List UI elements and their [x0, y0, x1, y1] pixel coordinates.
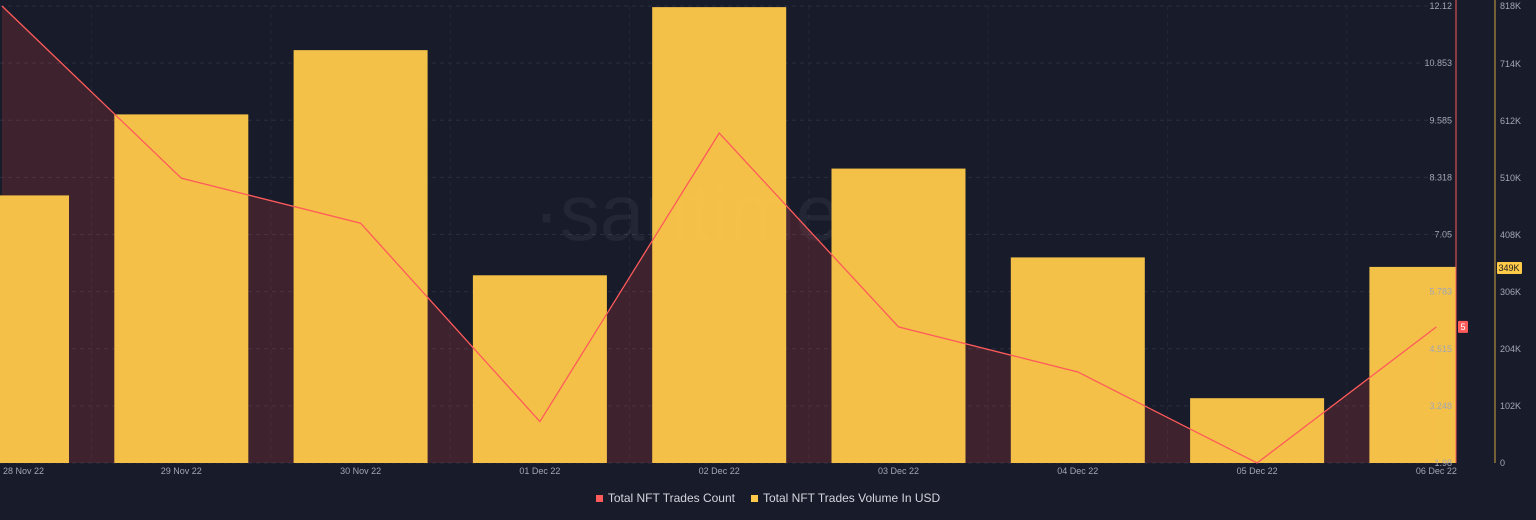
x-tick-label: 02 Dec 22: [699, 466, 740, 476]
volume-bar: [114, 114, 249, 464]
count-axis-tick-label: 1.98: [1434, 458, 1452, 468]
legend-swatch-trades-volume: [750, 494, 758, 502]
volume-axis-tick-label: 612K: [1500, 116, 1521, 126]
count-axis-tick-label: 5.783: [1429, 287, 1452, 297]
count-axis-tick-label: 8.318: [1429, 172, 1452, 182]
count-axis-tick-label: 7.05: [1434, 230, 1452, 240]
legend-item-trades-count[interactable]: Total NFT Trades Count: [595, 491, 735, 505]
count-axis-tick-label: 3.248: [1429, 401, 1452, 411]
count-axis-tick-label: 4.515: [1429, 344, 1452, 354]
count-axis-tick-label: 9.585: [1429, 115, 1452, 125]
count-last-value-text: 5: [1460, 322, 1465, 332]
volume-axis-tick-label: 818K: [1500, 1, 1521, 11]
x-tick-label: 03 Dec 22: [878, 466, 919, 476]
volume-last-value-text: 349K: [1498, 263, 1519, 273]
volume-bar: [0, 195, 69, 463]
volume-bar: [831, 168, 966, 463]
x-tick-label: 28 Nov 22: [3, 466, 44, 476]
volume-axis-tick-label: 204K: [1500, 344, 1521, 354]
volume-axis-tick-label: 714K: [1500, 59, 1521, 69]
legend-label-trades-volume: Total NFT Trades Volume In USD: [762, 491, 941, 505]
volume-axis-tick-label: 510K: [1500, 173, 1521, 183]
trades-count-line: [1, 5, 1437, 464]
legend-item-trades-volume[interactable]: Total NFT Trades Volume In USD: [750, 491, 941, 505]
legend-label-trades-count: Total NFT Trades Count: [607, 491, 735, 505]
x-tick-label: 05 Dec 22: [1237, 466, 1278, 476]
volume-axis-tick-label: 408K: [1500, 230, 1521, 240]
volume-last-value-badge: [1497, 262, 1522, 275]
legend: Total NFT Trades Count Total NFT Trades …: [0, 491, 1536, 505]
x-tick-label: 30 Nov 22: [340, 466, 381, 476]
volume-bar: [472, 275, 607, 463]
volume-bar: [1369, 266, 1456, 463]
volume-axis-tick-label: 102K: [1500, 401, 1521, 411]
count-axis-tick-label: 12.12: [1429, 1, 1452, 11]
x-tick-label: 01 Dec 22: [519, 466, 560, 476]
volume-axis-tick-label: 306K: [1500, 287, 1521, 297]
x-tick-label: 04 Dec 22: [1057, 466, 1098, 476]
volume-bar: [652, 7, 787, 463]
x-tick-label: 06 Dec 22: [1416, 466, 1457, 476]
count-last-value-badge: [1458, 320, 1468, 333]
legend-swatch-trades-count: [595, 494, 603, 502]
x-tick-label: 29 Nov 22: [161, 466, 202, 476]
count-axis-tick-label: 10.853: [1424, 58, 1452, 68]
volume-axis-tick-label: 0: [1500, 458, 1505, 468]
volume-bar: [293, 50, 428, 464]
volume-bar: [1190, 398, 1325, 463]
